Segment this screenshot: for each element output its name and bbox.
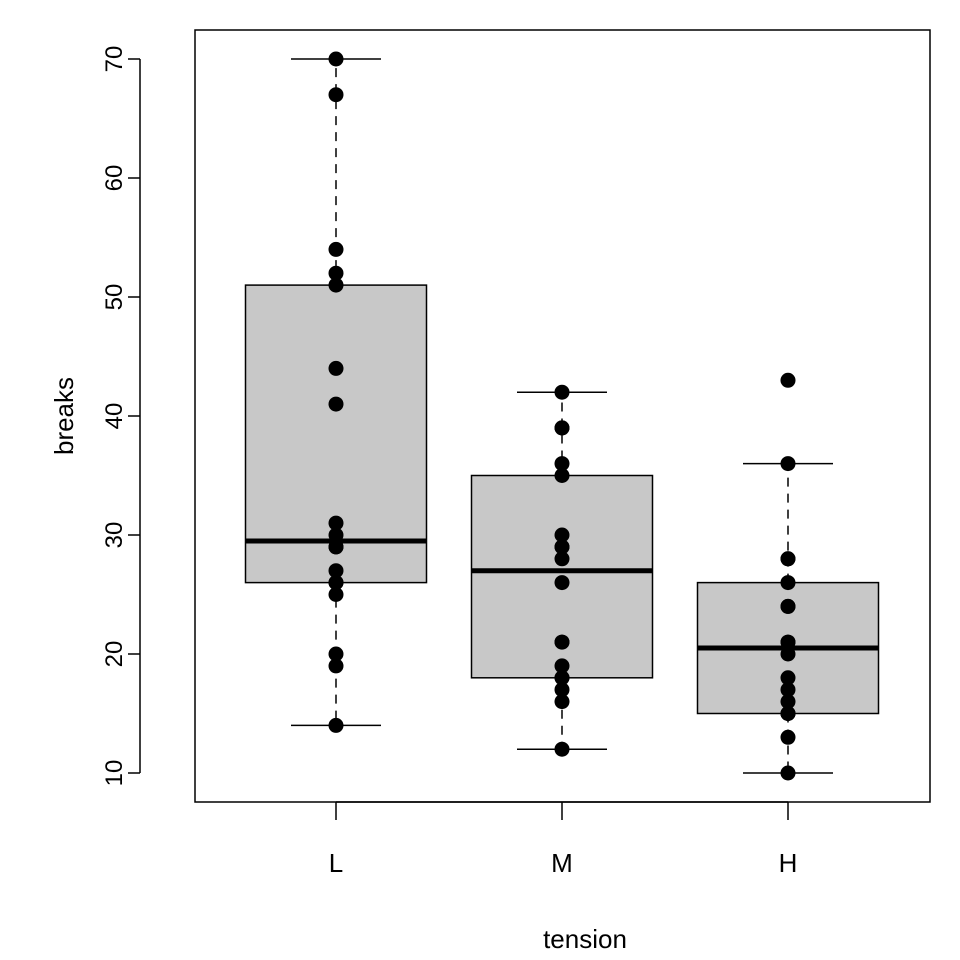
data-point <box>328 717 344 733</box>
data-point <box>780 598 796 614</box>
data-point <box>328 241 344 257</box>
data-point <box>780 575 796 591</box>
y-tick-label: 70 <box>101 46 128 73</box>
x-tick-label: H <box>779 848 798 878</box>
data-point <box>780 670 796 686</box>
data-point <box>328 360 344 376</box>
data-point <box>328 51 344 67</box>
data-point <box>554 682 570 698</box>
y-tick-label: 10 <box>101 760 128 787</box>
data-point <box>328 396 344 412</box>
data-point <box>328 658 344 674</box>
y-tick-label: 20 <box>101 641 128 668</box>
data-point <box>554 420 570 436</box>
data-point <box>328 563 344 579</box>
data-point <box>328 539 344 555</box>
data-point <box>554 468 570 483</box>
data-point <box>780 372 796 388</box>
x-axis-label: tension <box>543 924 627 954</box>
y-axis-label: breaks <box>49 377 79 455</box>
data-point <box>328 575 344 591</box>
data-point <box>554 384 570 400</box>
data-point <box>328 515 344 531</box>
data-point <box>328 527 344 543</box>
data-point <box>554 551 570 567</box>
data-point <box>554 658 570 674</box>
data-point <box>554 634 570 650</box>
data-point <box>780 551 796 567</box>
data-point <box>328 265 344 281</box>
data-point <box>554 456 570 472</box>
x-tick-label: M <box>551 848 573 878</box>
data-point <box>554 741 570 757</box>
x-tick-label: L <box>329 848 343 878</box>
data-point <box>780 694 796 710</box>
data-point <box>780 729 796 745</box>
y-tick-label: 50 <box>101 284 128 311</box>
data-point <box>554 527 570 543</box>
data-point <box>328 587 344 602</box>
data-point <box>780 646 796 662</box>
y-tick-label: 60 <box>101 165 128 192</box>
y-tick-label: 40 <box>101 403 128 430</box>
data-point <box>554 694 570 710</box>
data-point <box>328 646 344 662</box>
data-point <box>780 456 796 472</box>
data-point <box>328 277 344 293</box>
data-point <box>780 682 796 698</box>
data-point <box>780 706 796 721</box>
data-point <box>328 87 344 103</box>
data-point <box>780 765 796 781</box>
y-tick-label: 30 <box>101 522 128 549</box>
data-point <box>554 670 570 686</box>
data-point <box>780 634 796 650</box>
data-point <box>554 539 570 555</box>
data-point <box>554 575 570 591</box>
